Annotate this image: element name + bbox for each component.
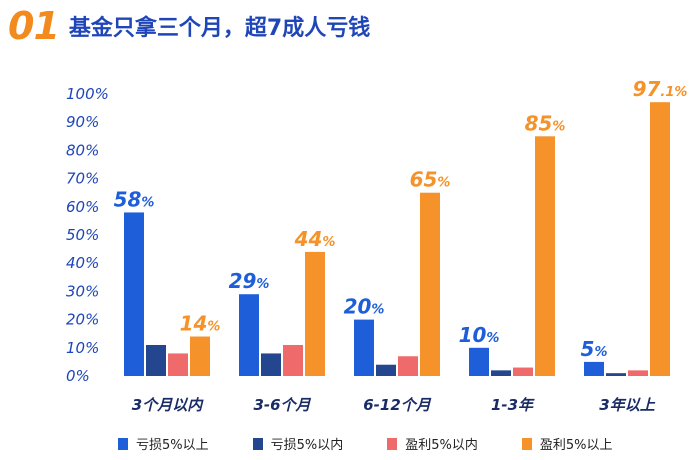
category-label: 1-3年 (491, 396, 535, 414)
data-label-value: 85 (525, 111, 553, 135)
y-tick-label: 30% (66, 282, 99, 300)
legend-swatch (118, 437, 128, 450)
bar (283, 344, 303, 376)
data-label-value: 14 (180, 312, 208, 336)
chart-title: 基金只拿三个月，超7成人亏钱 (68, 16, 371, 41)
bar-chart: 0%10%20%30%40%50%60%70%80%90%100%3个月以内 3-… (66, 77, 688, 414)
data-label-suffix: % (207, 320, 220, 335)
data-label: 58% (114, 187, 155, 211)
data-label-value: 5 (581, 337, 595, 361)
bar (124, 212, 144, 376)
data-label-suffix: % (371, 303, 384, 318)
data-label: 29% (229, 269, 270, 293)
data-label: 5% (581, 337, 608, 361)
legend-item-loss-over-5: 亏损5%以上 (118, 434, 209, 453)
bar (628, 370, 648, 376)
y-tick-label: 40% (66, 254, 99, 272)
category-label: 3个月以内 (132, 396, 204, 414)
data-label-value: 97 (633, 77, 661, 101)
y-tick-label: 90% (66, 113, 99, 131)
legend-label: 亏损5%以上 (136, 438, 209, 453)
bar (584, 361, 604, 376)
y-tick-label: 60% (66, 198, 99, 216)
legend-label: 盈利5%以上 (539, 438, 613, 453)
data-label-value: 58 (114, 187, 142, 211)
bar (650, 102, 670, 376)
y-tick-label: 20% (66, 311, 99, 329)
category-label: 6-12个月 (363, 396, 432, 414)
bar (261, 353, 281, 376)
bar (305, 251, 325, 376)
bar (354, 319, 374, 376)
data-label-value: 29 (229, 269, 257, 293)
data-label: 65% (410, 168, 451, 192)
bar (420, 192, 440, 376)
y-tick-label: 70% (66, 170, 99, 188)
bar (146, 344, 166, 376)
category-label: 3年以上 (599, 396, 655, 414)
y-tick-label: 0% (66, 367, 90, 385)
data-label-value: 44 (294, 227, 323, 251)
legend-label: 亏损5%以内 (270, 438, 344, 453)
data-label-suffix: % (594, 345, 607, 360)
legend-item-profit-within-5: 盈利5%以内 (387, 434, 478, 453)
bar (376, 364, 396, 376)
legend-swatch (387, 437, 398, 450)
data-label: 14% (180, 312, 221, 336)
bar (398, 356, 418, 376)
data-label-suffix: % (552, 119, 565, 134)
y-tick-label: 80% (66, 141, 99, 159)
data-label-value: 10 (459, 323, 487, 347)
legend-label: 盈利5%以内 (405, 438, 478, 453)
y-tick-label: 100% (66, 85, 109, 103)
bar (469, 347, 489, 376)
data-label: 44% (294, 227, 336, 251)
legend-swatch (521, 437, 532, 450)
legend-item-loss-within-5: 亏损5%以内 (252, 434, 344, 453)
bar (168, 353, 188, 376)
legend-swatch (252, 437, 263, 450)
category-label: 3-6个月 (253, 396, 311, 414)
bar (239, 294, 259, 376)
y-tick-label: 50% (66, 226, 99, 244)
data-label-suffix: .1% (660, 85, 687, 100)
data-label-suffix: % (256, 277, 269, 292)
data-label-value: 65 (410, 168, 438, 192)
section-number: 01 (8, 4, 60, 48)
bar (491, 370, 511, 376)
data-label-suffix: % (141, 195, 154, 210)
data-label: 20% (344, 295, 385, 319)
y-tick-label: 10% (66, 339, 99, 357)
data-label-suffix: % (322, 235, 335, 250)
bar (190, 336, 210, 376)
bar (606, 373, 626, 376)
legend-item-profit-over-5: 盈利5%以上 (521, 434, 613, 453)
data-label-value: 20 (344, 295, 372, 319)
bar (513, 367, 533, 376)
data-label-suffix: % (437, 176, 450, 191)
data-label: 97.1% (633, 77, 688, 101)
data-label: 85% (525, 111, 566, 135)
header: 01 基金只拿三个月，超7成人亏钱 (8, 4, 370, 48)
legend: 亏损5%以上 亏损5%以内 盈利5%以内 盈利5%以上 (118, 434, 678, 453)
bar (535, 136, 555, 376)
data-label: 10% (459, 323, 500, 347)
data-label-suffix: % (486, 331, 499, 346)
